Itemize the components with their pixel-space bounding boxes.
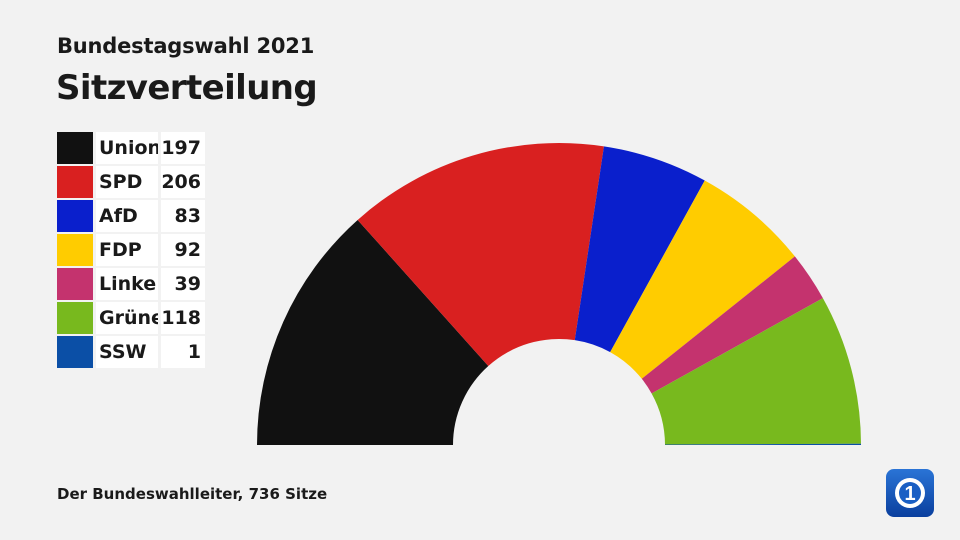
legend-item: SPD 206	[57, 166, 205, 198]
seat-segment-union	[257, 219, 489, 445]
legend-item: AfD 83	[57, 200, 205, 232]
chart-subtitle: Bundestagswahl 2021	[57, 34, 315, 58]
seat-segment-fdp	[610, 180, 795, 379]
legend-value: 1	[161, 336, 205, 368]
seat-segment-ssw	[664, 443, 861, 445]
ard-1-logo-icon: 1	[886, 469, 934, 517]
legend-swatch	[57, 268, 93, 300]
legend-swatch	[57, 132, 93, 164]
chart-title: Sitzverteilung	[56, 68, 318, 108]
source-note: Der Bundeswahlleiter, 736 Sitze	[57, 485, 328, 503]
legend-item: Union 197	[57, 132, 205, 164]
legend-swatch	[57, 166, 93, 198]
legend-item: Linke 39	[57, 268, 205, 300]
legend-swatch	[57, 336, 93, 368]
legend-item: SSW 1	[57, 336, 205, 368]
legend-value: 39	[161, 268, 205, 300]
seat-segment-linke	[641, 256, 823, 394]
seat-segment-spd	[357, 143, 604, 367]
legend-label: AfD	[96, 200, 158, 232]
legend-value: 83	[161, 200, 205, 232]
seat-segment-grüne	[651, 298, 861, 445]
legend-label: SPD	[96, 166, 158, 198]
legend-item: Grüne 118	[57, 302, 205, 334]
legend-label: Grüne	[96, 302, 158, 334]
legend-value: 206	[161, 166, 205, 198]
legend: Union 197 SPD 206 AfD 83 FDP 92 Linke 39 Grüne 118 S…	[57, 132, 205, 370]
legend-swatch	[57, 200, 93, 232]
legend-value: 197	[161, 132, 205, 164]
logo-text: 1	[904, 483, 915, 505]
legend-label: SSW	[96, 336, 158, 368]
legend-label: Linke	[96, 268, 158, 300]
legend-value: 92	[161, 234, 205, 266]
legend-value: 118	[161, 302, 205, 334]
legend-swatch	[57, 302, 93, 334]
legend-swatch	[57, 234, 93, 266]
legend-label: FDP	[96, 234, 158, 266]
seat-segment-afd	[574, 146, 705, 353]
legend-item: FDP 92	[57, 234, 205, 266]
legend-label: Union	[96, 132, 158, 164]
